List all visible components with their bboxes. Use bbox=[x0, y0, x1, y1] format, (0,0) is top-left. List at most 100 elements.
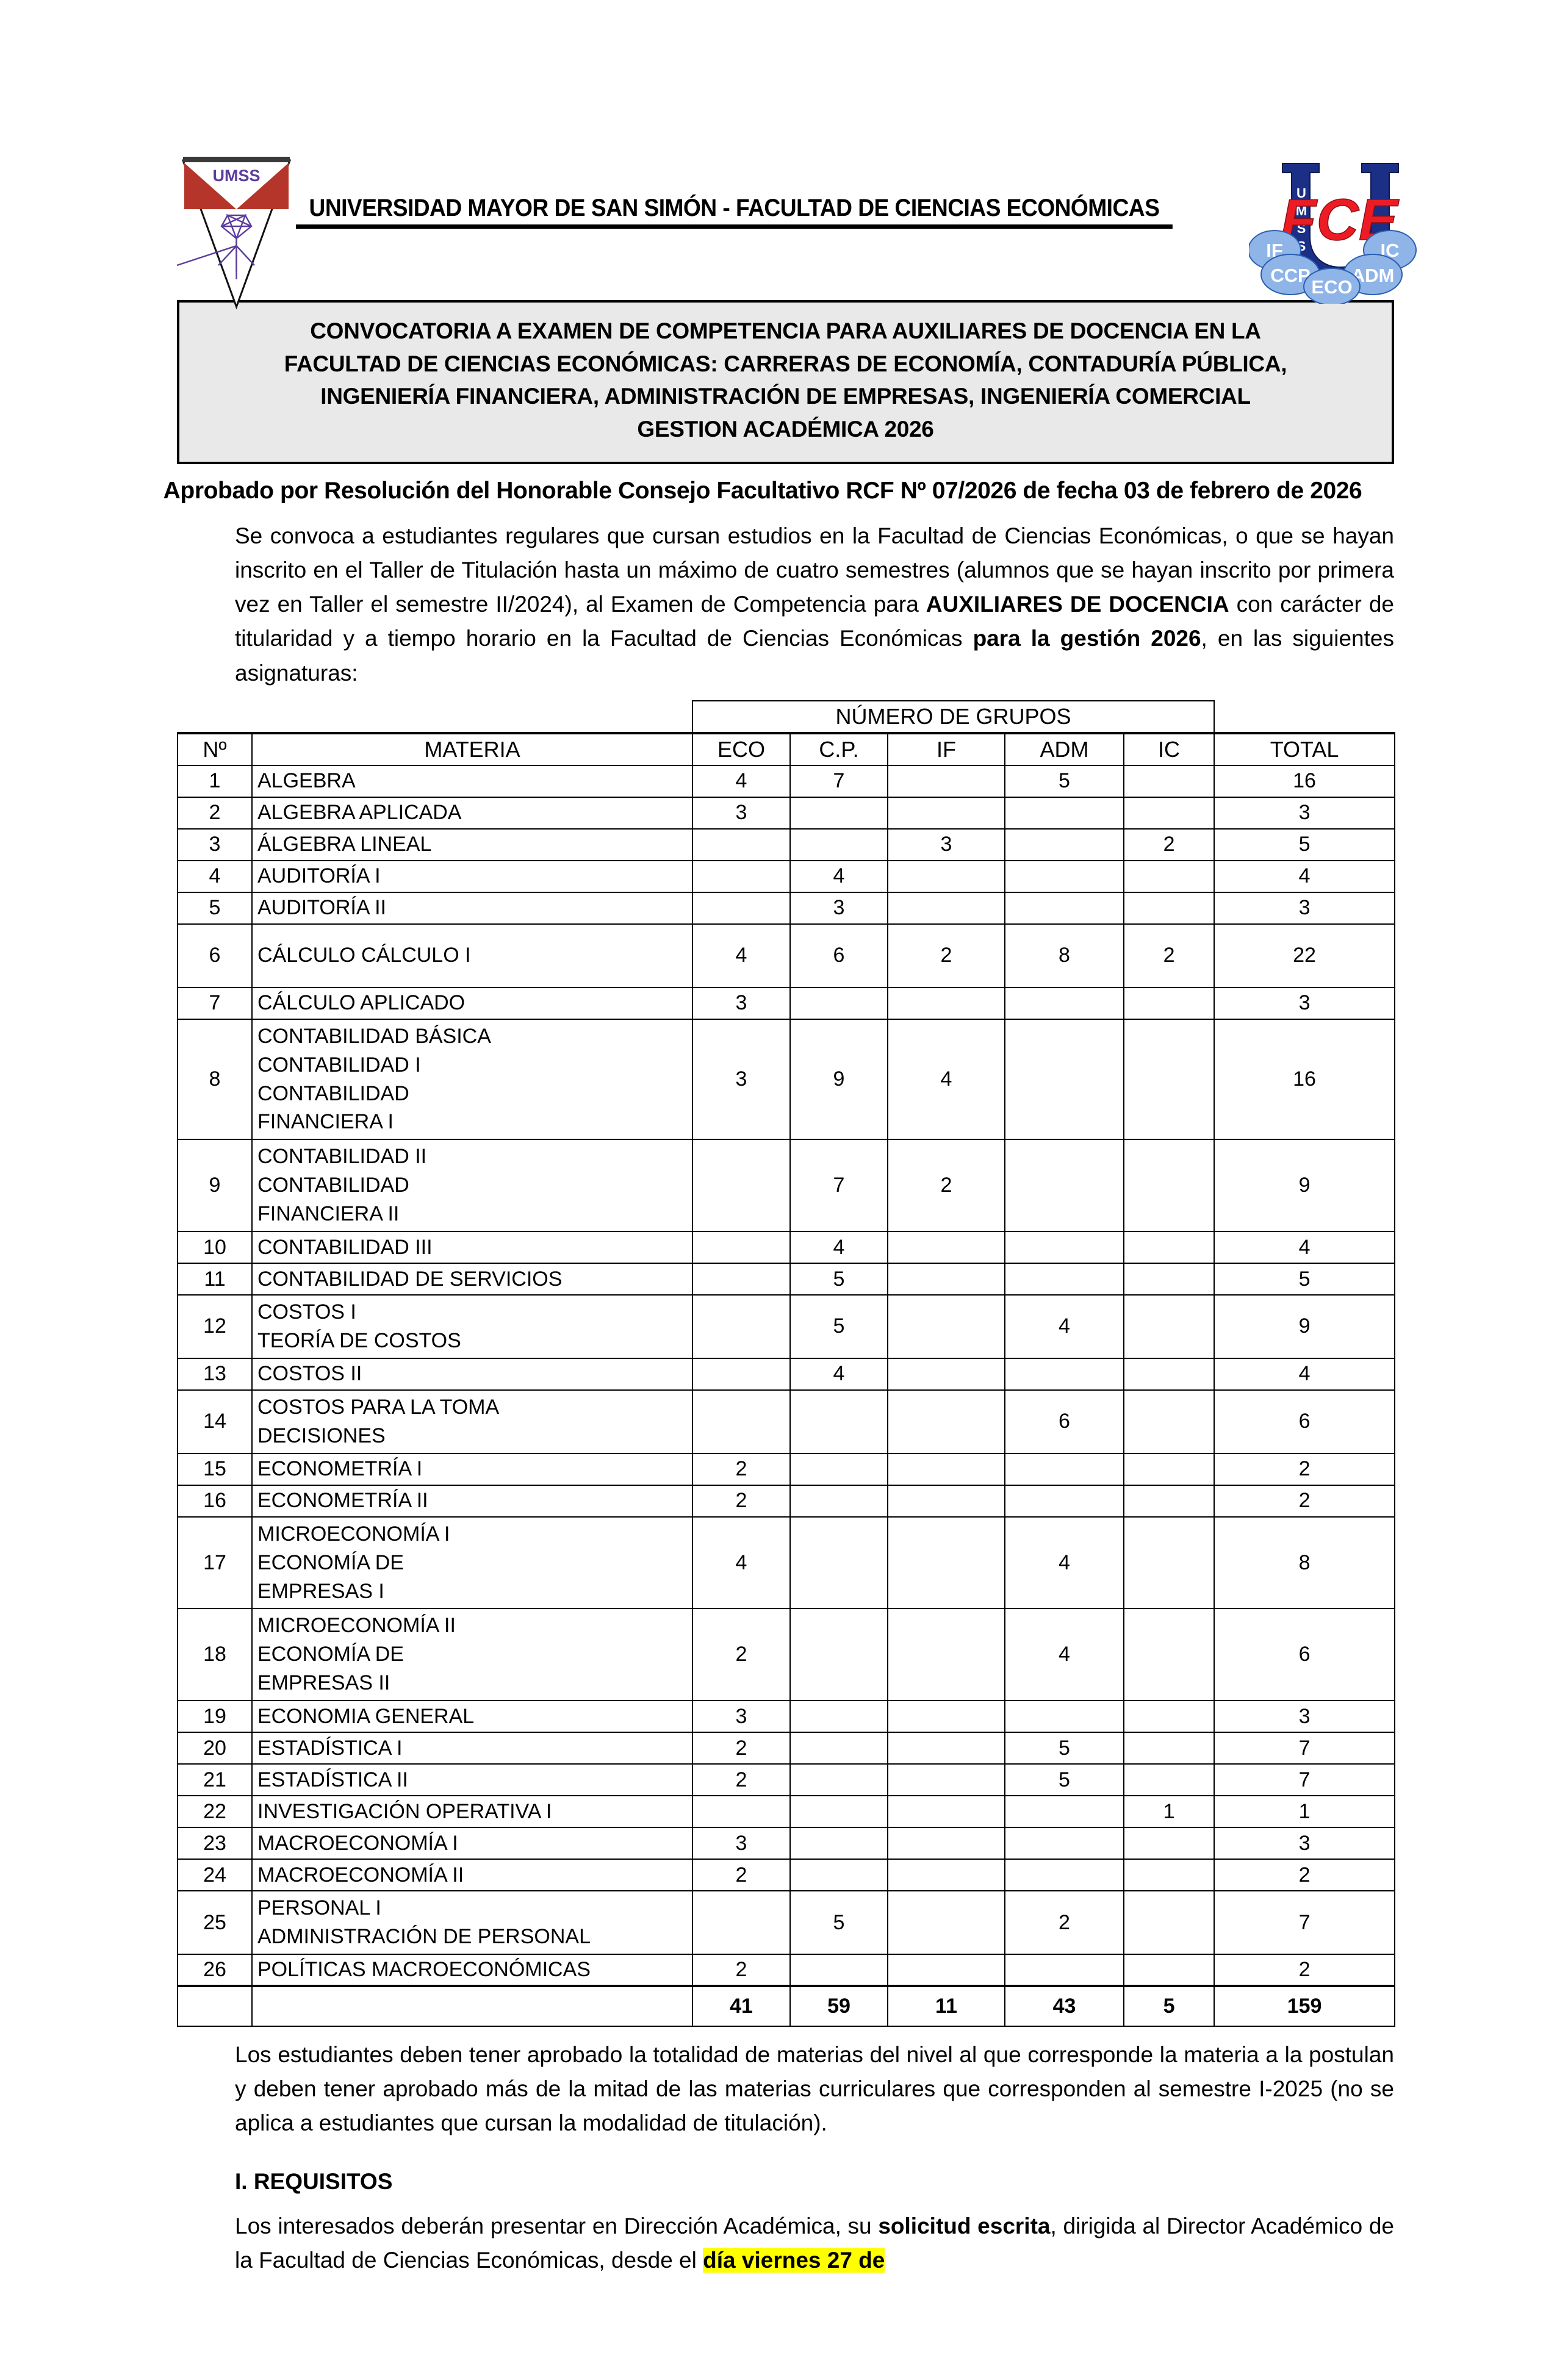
row-number: 14 bbox=[177, 1389, 253, 1454]
row-materia: ECONOMETRÍA II bbox=[251, 1484, 693, 1518]
resolution-line: Aprobado por Resolución del Honorable Co… bbox=[163, 477, 1362, 504]
col-header-ic: IC bbox=[1123, 731, 1215, 766]
row-if bbox=[887, 1953, 1005, 1987]
table-row: 24 MACROECONOMÍA II 2 2 bbox=[177, 1858, 1396, 1892]
row-number: 5 bbox=[177, 891, 253, 925]
row-adm bbox=[1004, 1484, 1124, 1518]
row-cp bbox=[789, 1389, 888, 1454]
table-head: NÚMERO DE GRUPOS Nº MATERIA ECO C.P. IF … bbox=[177, 700, 1396, 766]
row-number: 12 bbox=[177, 1294, 253, 1359]
table-row: 1 ALGEBRA 4 7 5 16 bbox=[177, 764, 1396, 798]
row-eco bbox=[692, 1357, 791, 1391]
row-cp: 4 bbox=[789, 859, 888, 893]
row-adm bbox=[1004, 1263, 1124, 1296]
row-ic bbox=[1123, 1357, 1215, 1391]
materia-line: AUDITORÍA I bbox=[257, 864, 381, 888]
table-row: 16 ECONOMETRÍA II 2 2 bbox=[177, 1484, 1396, 1518]
materia-line: MICROECONOMÍA I bbox=[257, 1522, 450, 1546]
grupos-table-wrapper: NÚMERO DE GRUPOS Nº MATERIA ECO C.P. IF … bbox=[177, 700, 1401, 2027]
row-number: 8 bbox=[177, 1018, 253, 1141]
row-ic bbox=[1123, 796, 1215, 830]
row-materia: AUDITORÍA I bbox=[251, 859, 693, 893]
row-total: 22 bbox=[1214, 923, 1396, 988]
row-cp bbox=[789, 1608, 888, 1702]
row-number: 1 bbox=[177, 764, 253, 798]
row-if bbox=[887, 1858, 1005, 1892]
materia-line: CÁLCULO APLICADO bbox=[257, 991, 466, 1015]
row-if bbox=[887, 859, 1005, 893]
row-number: 22 bbox=[177, 1795, 253, 1829]
materia-line: ECONOMETRÍA I bbox=[257, 1457, 423, 1481]
row-eco bbox=[692, 1389, 791, 1454]
row-cp: 5 bbox=[789, 1263, 888, 1296]
row-cp bbox=[789, 1732, 888, 1765]
row-ic bbox=[1123, 1389, 1215, 1454]
requisitos-highlight: día viernes 27 de bbox=[703, 2247, 885, 2273]
row-ic bbox=[1123, 1763, 1215, 1797]
row-if: 4 bbox=[887, 1018, 1005, 1141]
materia-line: CONTABILIDAD BÁSICA bbox=[257, 1024, 491, 1048]
col-header-cp: C.P. bbox=[789, 731, 888, 766]
row-materia: POLÍTICAS MACROECONÓMICAS bbox=[251, 1953, 693, 1987]
row-eco: 2 bbox=[692, 1484, 791, 1518]
row-if bbox=[887, 1231, 1005, 1264]
row-total: 3 bbox=[1214, 986, 1396, 1020]
intro-part-2: con carácter de titularidad y a tiempo h… bbox=[235, 592, 1394, 651]
row-total: 16 bbox=[1214, 1018, 1396, 1141]
row-ic bbox=[1123, 1608, 1215, 1702]
row-materia: CONTABILIDAD II CONTABILIDAD FINANCIERA II bbox=[251, 1139, 693, 1233]
materia-line: ALGEBRA bbox=[257, 769, 356, 793]
table-row: 20 ESTADÍSTICA I 2 5 7 bbox=[177, 1732, 1396, 1765]
row-adm bbox=[1004, 859, 1124, 893]
row-total: 6 bbox=[1214, 1389, 1396, 1454]
row-eco bbox=[692, 891, 791, 925]
row-cp: 7 bbox=[789, 764, 888, 798]
table-row: 18 MICROECONOMÍA II ECONOMÍA DE EMPRESAS II… bbox=[177, 1608, 1396, 1702]
row-if bbox=[887, 1827, 1005, 1860]
row-cp bbox=[789, 986, 888, 1020]
row-eco: 2 bbox=[692, 1452, 791, 1486]
row-number: 25 bbox=[177, 1890, 253, 1955]
row-ic bbox=[1123, 859, 1215, 893]
table-row: 6 CÁLCULO CÁLCULO I 4 6 2 8 2 22 bbox=[177, 923, 1396, 988]
totals-materia bbox=[251, 1984, 693, 2027]
row-number: 15 bbox=[177, 1452, 253, 1486]
row-number: 7 bbox=[177, 986, 253, 1020]
intro-bold-1: AUXILIARES DE DOCENCIA bbox=[926, 592, 1229, 617]
row-materia: CONTABILIDAD DE SERVICIOS bbox=[251, 1263, 693, 1296]
table-row: 21 ESTADÍSTICA II 2 5 7 bbox=[177, 1763, 1396, 1797]
title-line-4: GESTION ACADÉMICA 2026 bbox=[637, 416, 934, 442]
row-eco: 2 bbox=[692, 1953, 791, 1987]
requisitos-heading: I. REQUISITOS bbox=[235, 2168, 393, 2194]
row-if bbox=[887, 1263, 1005, 1296]
group-header-numero-de-grupos: NÚMERO DE GRUPOS bbox=[691, 700, 1215, 734]
row-adm: 4 bbox=[1004, 1608, 1124, 1702]
materia-line: CONTABILIDAD DE SERVICIOS bbox=[257, 1267, 563, 1291]
intro-paragraph: Se convoca a estudiantes regulares que c… bbox=[235, 519, 1394, 690]
row-cp bbox=[789, 1452, 888, 1486]
row-total: 5 bbox=[1214, 828, 1396, 861]
table-row: 19 ECONOMIA GENERAL 3 3 bbox=[177, 1700, 1396, 1733]
row-total: 3 bbox=[1214, 891, 1396, 925]
row-adm: 5 bbox=[1004, 1732, 1124, 1765]
row-adm: 8 bbox=[1004, 923, 1124, 988]
row-if bbox=[887, 1357, 1005, 1391]
title-line-3: INGENIERÍA FINANCIERA, ADMINISTRACIÓN DE… bbox=[320, 384, 1251, 409]
totals-n bbox=[177, 1984, 253, 2027]
table-row: 23 MACROECONOMÍA I 3 3 bbox=[177, 1827, 1396, 1860]
table-row: 17 MICROECONOMÍA I ECONOMÍA DE EMPRESAS I 4 4… bbox=[177, 1516, 1396, 1610]
row-cp bbox=[789, 1795, 888, 1829]
svg-text:CCP: CCP bbox=[1270, 265, 1310, 286]
table-row: 8 CONTABILIDAD BÁSICA CONTABILIDAD I CONTAB… bbox=[177, 1018, 1396, 1141]
row-ic bbox=[1123, 891, 1215, 925]
row-adm bbox=[1004, 1795, 1124, 1829]
row-ic bbox=[1123, 1858, 1215, 1892]
row-if bbox=[887, 1795, 1005, 1829]
row-number: 19 bbox=[177, 1700, 253, 1733]
row-adm bbox=[1004, 796, 1124, 830]
table-row: 12 COSTOS I TEORÍA DE COSTOS 5 4 9 bbox=[177, 1294, 1396, 1359]
umss-logo-icon: UMSS bbox=[177, 157, 292, 310]
row-number: 11 bbox=[177, 1263, 253, 1296]
row-number: 3 bbox=[177, 828, 253, 861]
